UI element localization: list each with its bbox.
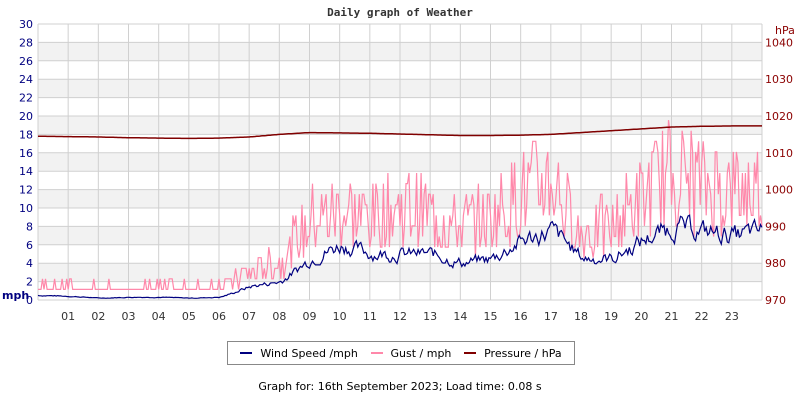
x-tick: 04 [152,310,166,323]
y-tick-left: 8 [26,220,33,233]
x-tick: 15 [484,310,498,323]
x-tick: 11 [363,310,377,323]
y-tick-right: 980 [765,257,786,270]
y-tick-left: 18 [19,128,33,141]
legend-item-wind: Wind Speed /mph [240,347,358,360]
x-tick: 02 [91,310,105,323]
y-tick-left: 28 [19,36,33,49]
legend-label-gust: Gust / mph [390,346,452,360]
x-tick: 09 [303,310,317,323]
legend-label-pressure: Pressure / hPa [484,346,562,360]
y-tick-left: 22 [19,92,33,105]
y-tick-left: 14 [19,165,33,178]
x-tick: 21 [665,310,679,323]
x-tick: 13 [423,310,437,323]
y-tick-left: 24 [19,73,33,86]
legend-item-gust: Gust / mph [370,346,452,360]
y-tick-right: 970 [765,294,786,307]
x-tick: 16 [514,310,528,323]
y-axis-unit-left: mph [2,289,29,302]
gust-series [38,120,763,290]
x-tick: 22 [695,310,709,323]
x-tick: 14 [453,310,467,323]
y-tick-left: 6 [26,239,33,252]
chart-legend: Wind Speed /mph Gust / mph Pressure / hP… [227,341,575,365]
x-tick: 08 [272,310,286,323]
legend-label-wind: Wind Speed /mph [260,346,358,360]
y-tick-right: 1020 [765,110,793,123]
y-tick-left: 4 [26,257,33,270]
y-tick-right: 1030 [765,73,793,86]
x-tick: 17 [544,310,558,323]
chart-title: Daily graph of Weather [327,6,473,19]
y-tick-left: 30 [19,18,33,31]
y-tick-left: 16 [19,147,33,160]
y-tick-left: 12 [19,184,33,197]
x-tick: 10 [333,310,347,323]
y-tick-left: 20 [19,110,33,123]
y-tick-left: 10 [19,202,33,215]
pressure-series [37,125,762,140]
y-tick-left: 2 [26,276,33,289]
y-axis-unit-right: hPa [775,24,795,37]
gust-swatch-icon [370,352,383,354]
x-tick: 03 [122,310,136,323]
wind-series [37,214,763,299]
wind-swatch-icon [240,352,253,354]
x-tick: 06 [212,310,226,323]
x-tick: 20 [634,310,648,323]
x-tick: 23 [725,310,739,323]
y-tick-right: 1040 [765,36,793,49]
graph-footer: Graph for: 16th September 2023; Load tim… [258,380,542,393]
pressure-swatch-icon [464,352,477,354]
y-tick-left: 26 [19,55,33,68]
legend-item-pressure: Pressure / hPa [464,347,562,360]
x-tick: 01 [61,310,75,323]
y-tick-right: 990 [765,220,786,233]
x-tick: 05 [182,310,196,323]
y-tick-right: 1000 [765,184,793,197]
x-tick: 18 [574,310,588,323]
x-tick: 07 [242,310,256,323]
y-tick-left: 0 [26,294,33,307]
y-tick-right: 1010 [765,147,793,160]
x-tick: 19 [604,310,618,323]
x-tick: 12 [393,310,407,323]
